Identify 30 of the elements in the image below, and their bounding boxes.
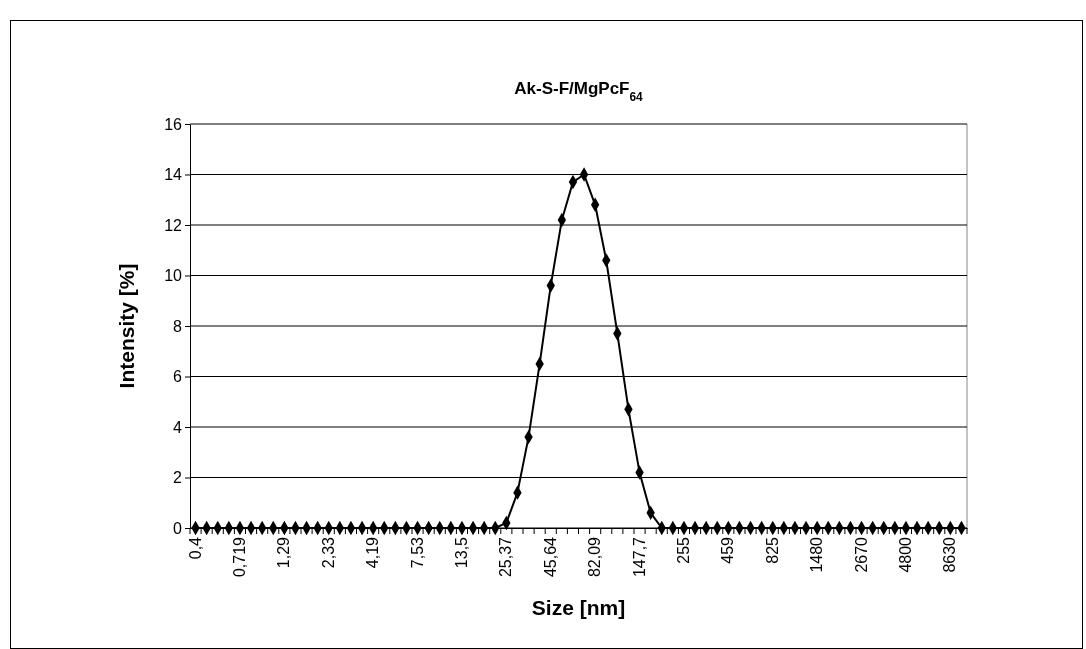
y-tick-label: 8 [173,317,183,335]
x-tick-label: 7,53 [408,536,426,569]
x-axis-title: Size [nm] [531,596,626,619]
x-tick-label: 255 [675,536,693,564]
x-tick-label: 1480 [808,536,826,573]
y-tick-label: 4 [173,418,183,436]
x-tick-label: 8630 [941,536,959,573]
x-tick-label: 0,4 [186,536,204,560]
x-tick-label: 2,33 [319,536,337,569]
y-tick-label: 10 [164,267,183,285]
x-tick-label: 147,7 [630,536,648,578]
x-tick-label: 0,719 [231,536,249,578]
x-tick-label: 459 [719,536,737,564]
x-tick-label: 13,5 [453,536,471,569]
x-tick-label: 82,09 [586,536,604,578]
y-tick-label: 0 [173,519,183,537]
chart-title: Ak-S-F/MgPcF$_{64}$ [514,79,644,104]
y-tick-label: 12 [164,216,183,234]
x-tick-label: 4,19 [364,536,382,569]
x-tick-label: 1,29 [275,536,293,569]
x-tick-label: 825 [763,536,781,564]
x-tick-label: 25,37 [497,536,515,578]
y-tick-label: 6 [173,368,183,386]
x-tick-label: 45,64 [541,536,559,578]
y-tick-label: 16 [164,115,183,133]
x-tick-label: 2670 [852,536,870,573]
y-tick-label: 14 [164,166,183,184]
x-tick-label: 4800 [897,536,915,573]
y-tick-label: 2 [173,469,183,487]
y-axis-title: Intensity [%] [115,263,138,389]
